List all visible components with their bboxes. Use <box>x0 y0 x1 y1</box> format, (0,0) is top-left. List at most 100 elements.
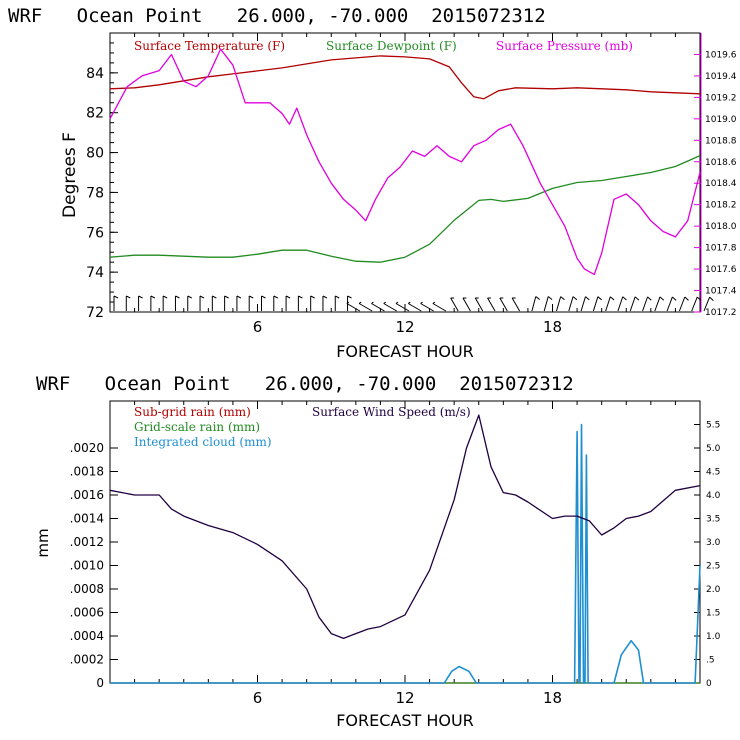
top-y2-tick-label: 1017.8 <box>705 244 737 254</box>
wind-barb-staff <box>499 297 508 312</box>
bottom-y2-tick-label: 4.5 <box>706 468 720 478</box>
wind-barb-staff <box>358 303 373 312</box>
wind-barb-feather <box>547 296 553 301</box>
wind-barb-feather <box>408 301 411 304</box>
wind-barb-staff <box>432 303 447 312</box>
top-y-tick-label: 84 <box>86 66 104 82</box>
bottom-y2-tick-label: 2.0 <box>706 585 721 595</box>
wind-barb-feather <box>175 295 180 299</box>
bottom-series-group <box>109 414 701 684</box>
bottom-x-tick-label: 18 <box>543 689 562 707</box>
legend-integrated-cloud: Integrated cloud (mm) <box>134 435 272 449</box>
wind-barb-feather <box>285 295 291 299</box>
top-series-line-0 <box>109 55 701 100</box>
wind-barb-feather <box>383 301 387 304</box>
bottom-y2-tick-label: 4.0 <box>706 491 721 501</box>
bottom-x-tick-label: 6 <box>253 689 263 707</box>
wind-barb-staff <box>568 296 574 312</box>
top-y-tick-label: 82 <box>86 106 104 122</box>
wind-barb-feather <box>597 296 603 301</box>
top-y2-tick-label: 1017.2 <box>705 308 737 318</box>
top-series-line-2 <box>109 48 701 276</box>
wind-barb-feather <box>150 295 156 299</box>
wind-barb-staff <box>395 303 410 312</box>
top-x-tick-label: 6 <box>253 318 263 336</box>
bottom-y-tick-label: .0018 <box>70 465 104 479</box>
bottom-y2-tick-label: 5.0 <box>706 444 721 454</box>
bottom-y2-tick-label: 1.0 <box>706 632 721 642</box>
legend-gridscale-rain: Grid-scale rain (mm) <box>134 420 260 434</box>
wind-barb-staff <box>408 303 422 312</box>
legend-subgrid-rain: Sub-grid rain (mm) <box>134 405 251 419</box>
wind-barb-feather <box>273 295 279 299</box>
wind-barb-feather <box>126 295 131 299</box>
bottom-y2-tick-label: .5 <box>706 656 715 666</box>
wind-barb-feather <box>659 296 665 301</box>
wind-barb-feather <box>346 301 350 304</box>
bottom-x-axis-label: FORECAST HOUR <box>336 711 474 730</box>
top-x-axis-label: FORECAST HOUR <box>336 342 474 361</box>
top-x-tick-label: 12 <box>395 318 414 336</box>
bottom-series-line-3 <box>109 414 701 640</box>
wind-barb-staff <box>531 296 537 312</box>
rain-wind-panel: WRF Ocean Point 26.000, -70.000 20150723… <box>34 373 721 730</box>
wind-barb-staff <box>629 296 636 312</box>
wind-barb-feather <box>310 295 315 299</box>
top-y2-tick-label: 1018.2 <box>705 201 737 211</box>
top-y2-tick-label: 1017.4 <box>705 287 737 297</box>
wind-barb-feather <box>395 301 399 304</box>
wind-barb-feather <box>248 295 254 299</box>
top-x-tick-label: 18 <box>543 318 562 336</box>
wind-barb-feather <box>187 295 192 299</box>
wind-barb-feather <box>535 296 540 300</box>
wind-barb-staff <box>511 297 521 312</box>
top-plot-frame <box>109 32 701 313</box>
wind-barb-feather <box>647 296 652 301</box>
wind-barb-staff <box>346 303 361 312</box>
wind-barb-staff <box>371 303 385 312</box>
bottom-y2-tick-label: 0 <box>706 679 712 689</box>
top-y-tick-label: 78 <box>86 185 104 201</box>
wind-barb-staff <box>383 303 397 312</box>
wind-barb-staff <box>642 296 649 312</box>
wind-barb-feather <box>371 301 374 304</box>
bottom-chart-title: WRF Ocean Point 26.000, -70.000 20150723… <box>36 373 574 395</box>
wind-barb-staff <box>556 296 562 312</box>
wind-barb-staff <box>450 297 459 312</box>
legend-wind-speed: Surface Wind Speed (m/s) <box>312 405 471 419</box>
top-y-tick-label: 76 <box>86 225 104 241</box>
wind-barb-staff <box>691 296 698 312</box>
top-y-axis-label: Degrees F <box>60 132 80 218</box>
wind-barb-feather <box>696 296 702 301</box>
wind-barb-feather <box>162 295 168 299</box>
wind-barb-feather <box>432 301 436 304</box>
top-y2-tick-label: 1019.2 <box>705 93 737 103</box>
wind-barb-feather <box>113 295 119 299</box>
wind-barb-feather <box>212 295 217 299</box>
wind-barb-staff <box>580 296 586 312</box>
wind-barb-staff <box>666 296 673 312</box>
wind-barb-staff <box>654 296 661 312</box>
top-y2-tick-label: 1018.4 <box>705 179 737 189</box>
top-y2-tick-label: 1018.8 <box>705 136 737 146</box>
wind-barb-staff <box>487 297 496 312</box>
wind-barb-feather <box>622 296 627 301</box>
legend-surface-pressure: Surface Pressure (mb) <box>496 39 633 53</box>
wind-barb-feather <box>199 295 205 299</box>
wind-barb-feather <box>684 296 689 301</box>
wind-barb-staff <box>462 297 471 312</box>
wind-barb-staff <box>617 296 624 312</box>
bottom-y-tick-label: .0010 <box>70 559 104 573</box>
bottom-series-line-2 <box>110 423 701 684</box>
bottom-x-tick-label: 12 <box>395 689 414 707</box>
wind-barb-feather <box>236 295 242 299</box>
bottom-right-axis: 0 .5 1.0 1.5 2.0 2.5 3.0 3.5 4.0 4.5 5.0 5.5 <box>694 421 721 689</box>
top-y2-tick-label: 1019.6 <box>705 50 737 60</box>
bottom-y-tick-label: .0002 <box>70 653 104 667</box>
top-y-tick-label: 80 <box>86 146 104 162</box>
top-series-line-1 <box>109 155 701 263</box>
bottom-y-tick-label: .0004 <box>70 629 104 643</box>
legend-surface-temperature: Surface Temperature (F) <box>134 39 285 53</box>
wind-barb-feather <box>672 296 677 301</box>
top-y-tick-label: 72 <box>86 305 104 321</box>
